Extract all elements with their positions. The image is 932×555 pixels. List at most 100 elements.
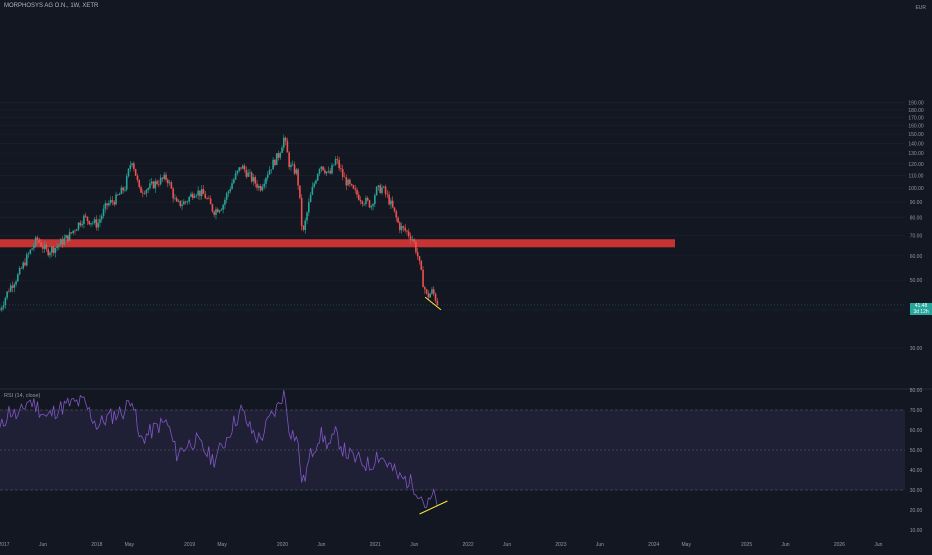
candle-body <box>349 179 351 184</box>
time-tick-label: Jun <box>596 542 604 548</box>
currency-label[interactable]: EUR <box>915 5 926 11</box>
candle-body <box>22 262 25 269</box>
candle-body <box>168 182 171 184</box>
candle-body <box>149 183 151 189</box>
candle-body <box>65 235 67 239</box>
candle-body <box>286 140 289 153</box>
time-tick-label: Jun <box>874 542 882 548</box>
candle-body <box>120 187 123 194</box>
candle-body <box>245 169 248 177</box>
candle-body <box>0 307 3 310</box>
candle-body <box>88 220 91 225</box>
candle-body <box>341 168 344 177</box>
candle-body <box>241 165 244 169</box>
time-tick-label: May <box>125 542 135 548</box>
candle-body <box>252 177 255 182</box>
candle-body <box>284 137 287 141</box>
candle-body <box>158 184 160 185</box>
candle-body <box>102 208 105 216</box>
candle-body <box>302 225 305 230</box>
candle-body <box>68 232 71 241</box>
price-tick-label: 130.00 <box>908 151 924 157</box>
rsi-series-line[interactable] <box>0 389 438 509</box>
resistance-zone[interactable] <box>0 239 675 248</box>
candle-body <box>97 222 99 228</box>
time-tick-label: 2017 <box>0 542 10 548</box>
rsi-tick-label: 80.00 <box>910 388 923 394</box>
candle-body <box>175 198 178 202</box>
candle-body <box>429 293 431 298</box>
candle-body <box>24 262 26 266</box>
candle-body <box>172 188 174 199</box>
candle-body <box>424 287 426 290</box>
candle-body <box>154 181 157 189</box>
candle-body <box>74 230 76 232</box>
candle-body <box>352 185 355 189</box>
candle-body <box>233 179 235 184</box>
candle-body <box>395 211 398 218</box>
candle-body <box>304 220 307 230</box>
candle-body <box>372 204 374 206</box>
candle-body <box>4 297 7 306</box>
candle-body <box>436 300 439 306</box>
candle-body <box>13 284 16 288</box>
candle-body <box>54 248 57 253</box>
candle-body <box>61 239 64 245</box>
rsi-trendline[interactable] <box>419 500 448 515</box>
candle-body <box>356 189 358 195</box>
candle-body <box>211 204 214 212</box>
candle-body <box>143 193 146 194</box>
candle-body <box>354 188 357 190</box>
candle-body <box>279 152 282 158</box>
time-tick-label: 2023 <box>555 542 566 548</box>
rsi-tick-label: 50.00 <box>910 448 923 454</box>
candle-body <box>222 204 224 210</box>
candle-body <box>50 246 53 253</box>
price-tick-label: 140.00 <box>908 141 924 147</box>
candle-body <box>186 201 189 203</box>
candle-body <box>263 183 265 187</box>
candle-body <box>275 153 278 166</box>
candle-body <box>165 174 167 180</box>
candle-body <box>240 167 242 169</box>
candle-body <box>377 185 380 187</box>
candle-body <box>72 230 74 234</box>
candle-body <box>415 241 417 253</box>
candle-body <box>384 186 387 194</box>
candle-body <box>77 222 80 230</box>
candle-body <box>183 201 185 205</box>
time-tick-label: 2022 <box>463 542 474 548</box>
candle-body <box>416 252 419 257</box>
candle-body <box>365 197 367 205</box>
rsi-tick-label: 40.00 <box>910 468 923 474</box>
candle-body <box>138 179 141 188</box>
rsi-indicator-label[interactable]: RSI (14, close) <box>4 393 41 399</box>
candle-body <box>247 172 249 177</box>
candle-body <box>227 191 230 194</box>
candle-body <box>427 293 430 298</box>
candle-body <box>288 152 290 168</box>
candle-body <box>152 181 155 189</box>
candle-body <box>293 164 296 174</box>
price-trendline[interactable] <box>424 296 442 311</box>
candle-body <box>361 201 364 205</box>
time-tick-label: 2024 <box>648 542 659 548</box>
candle-body <box>324 170 326 174</box>
candle-body <box>420 260 423 270</box>
candle-body <box>218 210 221 213</box>
candle-body <box>322 166 324 171</box>
candle-body <box>316 173 319 181</box>
candle-body <box>161 177 164 179</box>
time-tick-label: 2019 <box>184 542 195 548</box>
candle-body <box>400 226 403 231</box>
candle-body <box>150 181 153 184</box>
candle-body <box>193 195 196 198</box>
candle-body <box>33 245 35 249</box>
time-tick-label: 2021 <box>370 542 381 548</box>
candle-body <box>190 193 192 197</box>
candle-body <box>140 187 142 193</box>
candle-body <box>270 169 273 171</box>
candle-body <box>381 187 383 193</box>
